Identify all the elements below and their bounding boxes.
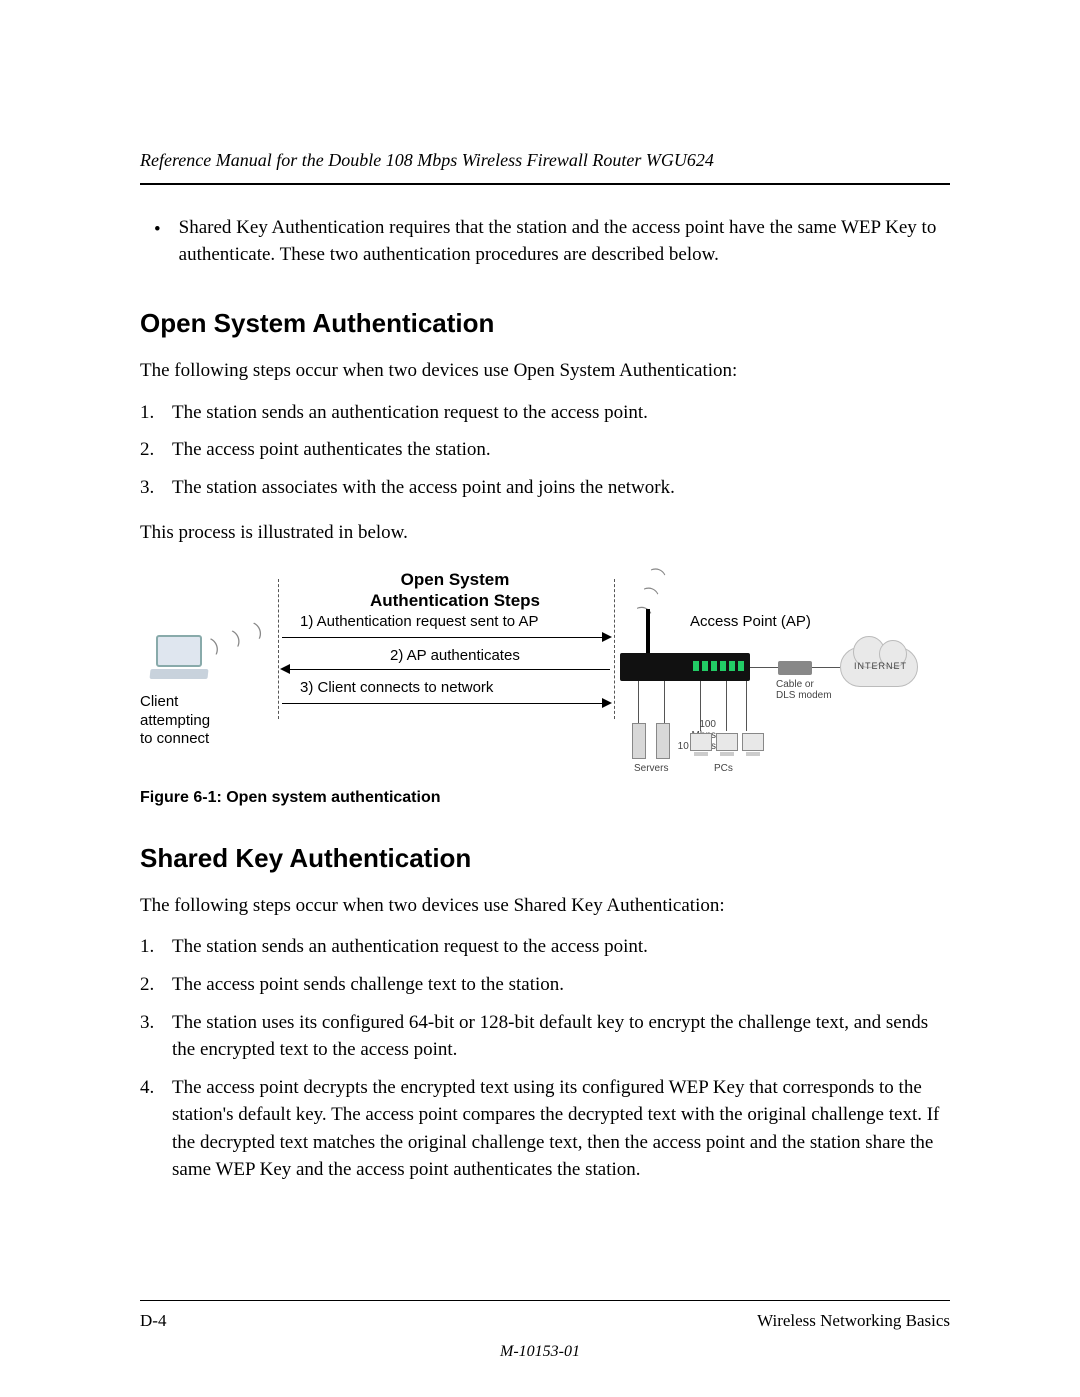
client-label: Client attempting to connect [140, 693, 210, 749]
modem-label-2: DLS modem [776, 690, 832, 701]
open-system-steps: The station sends an authentication requ… [140, 399, 950, 502]
modem-label-1: Cable or [776, 679, 814, 690]
heading-open-system: Open System Authentication [140, 308, 950, 339]
list-item: The station associates with the access p… [140, 474, 950, 502]
page-number: D-4 [140, 1311, 166, 1331]
diagram: Open System Authentication Steps ） ） ） C… [140, 569, 940, 769]
wifi-waves-icon: ） ） ） [207, 613, 276, 659]
ap-waves-icon: ） ） ） [631, 554, 673, 616]
intro-bullet: • Shared Key Authentication requires tha… [140, 215, 950, 268]
ap-label: Access Point (AP) [690, 613, 811, 630]
pcs-label: PCs [714, 763, 733, 774]
heading-shared-key: Shared Key Authentication [140, 843, 950, 874]
figure-open-system: Open System Authentication Steps ） ） ） C… [140, 569, 950, 807]
arrow2 [288, 669, 610, 670]
pc-icon [716, 733, 738, 751]
link-v5 [746, 681, 747, 731]
open-system-lead: The following steps occur when two devic… [140, 357, 950, 385]
internet-label: INTERNET [854, 661, 907, 671]
modem-icon [778, 661, 812, 675]
page-footer: D-4 Wireless Networking Basics [140, 1300, 950, 1331]
shared-key-lead: The following steps occur when two devic… [140, 892, 950, 920]
router-icon [620, 653, 750, 681]
diagram-title: Open System Authentication Steps [300, 569, 610, 612]
arrow3 [282, 703, 604, 704]
bullet-dot: • [154, 217, 161, 268]
client-label-1: Client [140, 693, 178, 710]
open-system-after: This process is illustrated in below. [140, 519, 950, 547]
link-h2 [812, 667, 840, 668]
arrow1-head [602, 632, 612, 642]
vline-client [278, 579, 279, 719]
client-label-2: attempting [140, 712, 210, 729]
shared-key-steps: The station sends an authentication requ… [140, 933, 950, 1183]
footer-section: Wireless Networking Basics [757, 1311, 950, 1331]
list-item: The station sends an authentication requ… [140, 933, 950, 961]
modem-label: Cable or DLS modem [776, 679, 832, 701]
step2-label: 2) AP authenticates [390, 647, 520, 664]
diagram-title-line1: Open System [401, 570, 510, 589]
client-laptop-icon [156, 635, 208, 679]
link-v4 [726, 681, 727, 731]
arrow2-head [280, 664, 290, 674]
server-icon [656, 723, 670, 759]
client-label-3: to connect [140, 730, 209, 747]
list-item: The access point sends challenge text to… [140, 971, 950, 999]
doc-number: M-10153-01 [0, 1343, 1080, 1361]
list-item: The access point decrypts the encrypted … [140, 1074, 950, 1184]
link-h1 [750, 667, 778, 668]
arrow3-head [602, 698, 612, 708]
list-item: The access point authenticates the stati… [140, 436, 950, 464]
list-item: The station sends an authentication requ… [140, 399, 950, 427]
step1-label: 1) Authentication request sent to AP [300, 613, 539, 630]
intro-text: Shared Key Authentication requires that … [179, 215, 950, 268]
vline-ap [614, 579, 615, 719]
list-item: The station uses its configured 64-bit o… [140, 1009, 950, 1064]
diagram-title-line2: Authentication Steps [370, 591, 540, 610]
pc-icon [690, 733, 712, 751]
figure-caption: Figure 6-1: Open system authentication [140, 789, 950, 807]
servers-label: Servers [634, 763, 668, 774]
document-header: Reference Manual for the Double 108 Mbps… [140, 150, 950, 185]
server-icon [632, 723, 646, 759]
arrow1 [282, 637, 604, 638]
pc-icon [742, 733, 764, 751]
step3-label: 3) Client connects to network [300, 679, 493, 696]
